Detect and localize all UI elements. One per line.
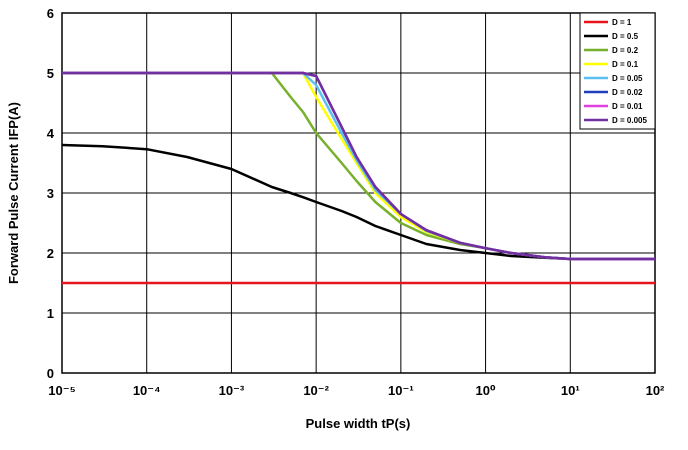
y-tick-label: 5: [47, 66, 54, 81]
y-tick-label: 1: [47, 306, 54, 321]
x-tick-label: 10¹: [561, 383, 580, 398]
series-line: [62, 71, 655, 261]
x-tick-label: 10⁻⁵: [48, 383, 75, 398]
x-tick-label: 10⁻²: [303, 383, 329, 398]
legend-label: D = 0.5: [612, 32, 639, 41]
legend-label: D = 0.005: [612, 116, 647, 125]
x-tick-label: 10⁻³: [219, 383, 245, 398]
legend-label: D = 0.2: [612, 46, 639, 55]
x-tick-label: 10⁻¹: [388, 383, 414, 398]
series-line: [62, 71, 655, 261]
y-tick-label: 2: [47, 246, 54, 261]
y-tick-label: 0: [47, 366, 54, 381]
y-tick-label: 6: [47, 6, 54, 21]
legend-label: D = 1: [612, 18, 632, 27]
series-line: [61, 143, 655, 261]
legend-label: D = 0.01: [612, 102, 643, 111]
x-tick-label: 10⁻⁴: [133, 383, 161, 398]
y-tick-label: 3: [47, 186, 54, 201]
y-tick-label: 4: [47, 126, 55, 141]
x-tick-label: 10⁰: [475, 383, 495, 398]
legend-label: D = 0.1: [612, 60, 639, 69]
legend-box: [579, 12, 656, 130]
x-axis-label: Pulse width tP(s): [306, 416, 411, 431]
legend-label: D = 0.05: [612, 74, 643, 83]
y-axis-label: Forward Pulse Current IFP(A): [6, 102, 21, 284]
legend-label: D = 0.02: [612, 88, 643, 97]
plot-frame: [61, 12, 656, 374]
x-tick-label: 10²: [646, 383, 665, 398]
